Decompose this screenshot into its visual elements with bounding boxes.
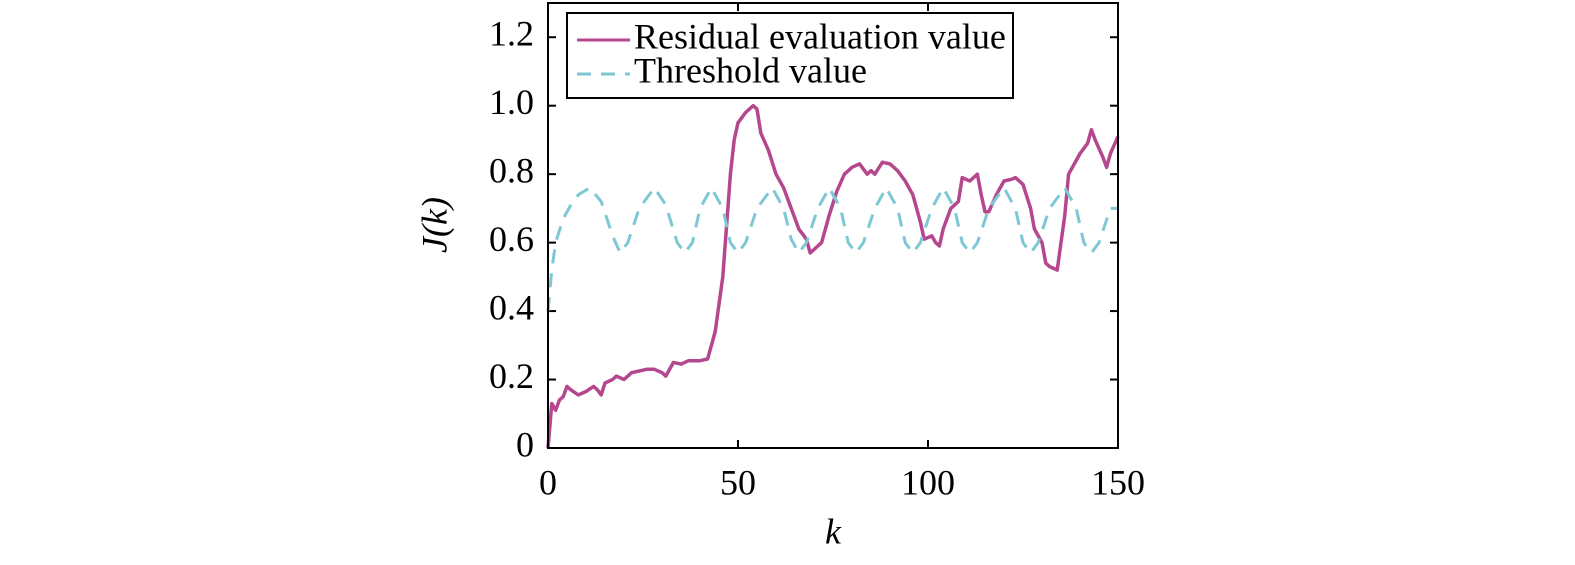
series-line (546, 186, 1118, 312)
y-tick-label: 0.2 (489, 356, 534, 396)
y-tick-label: 0.8 (489, 150, 534, 190)
x-axis-label: k (825, 511, 842, 551)
x-tick-label: 100 (901, 462, 955, 502)
plot-frame (547, 2, 1119, 449)
y-axis-label: J(k) (414, 197, 454, 253)
y-tick-label: 1.2 (489, 13, 534, 53)
x-tick-label: 0 (539, 462, 557, 502)
legend-label: Threshold value (634, 50, 867, 90)
x-tick-label: 150 (1091, 462, 1145, 502)
y-tick-label: 0.4 (489, 287, 534, 327)
x-tick-label: 50 (720, 462, 756, 502)
legend-label: Residual evaluation value (634, 16, 1006, 56)
y-tick-label: 0 (516, 424, 534, 464)
y-tick-label: 0.6 (489, 219, 534, 259)
series-line (546, 103, 1120, 449)
legend-box (566, 12, 1014, 99)
y-tick-label: 1.0 (489, 82, 534, 122)
